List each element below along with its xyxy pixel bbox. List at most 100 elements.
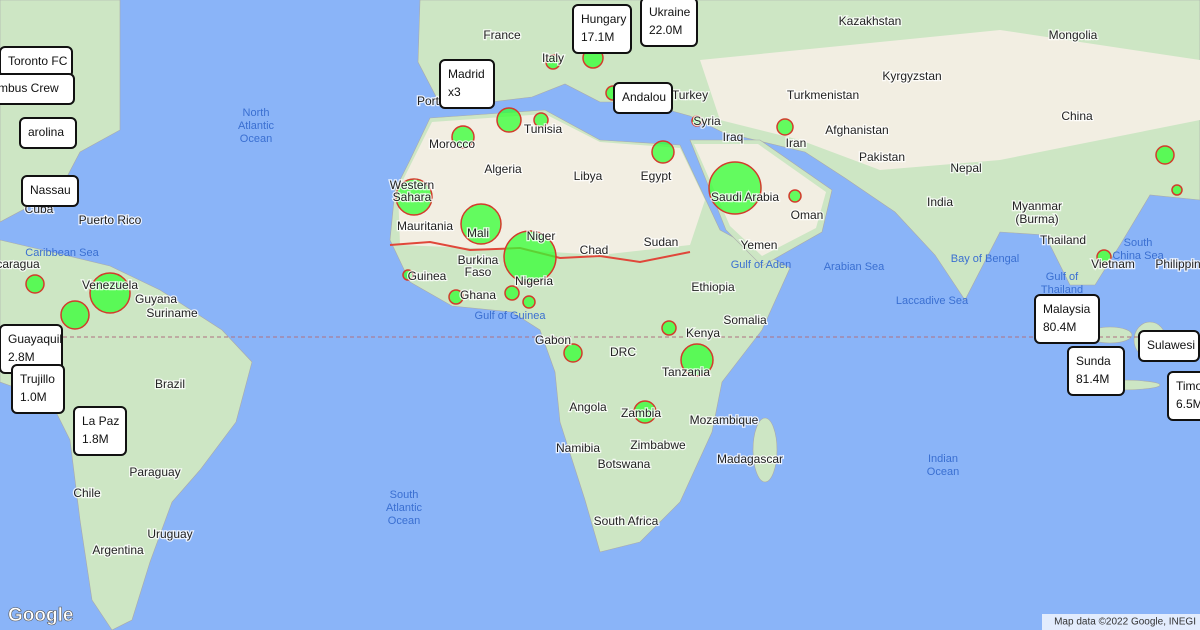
place-label: Mali — [467, 226, 489, 240]
marker[interactable] — [448, 289, 464, 305]
marker[interactable] — [496, 107, 522, 133]
popup-box — [1167, 371, 1200, 421]
water-label: Ocean — [240, 133, 272, 145]
marker[interactable] — [25, 274, 45, 294]
popup[interactable]: La Paz 1.8M — [73, 406, 127, 456]
marker[interactable] — [788, 189, 802, 203]
place-label: Angola — [569, 400, 607, 414]
popup[interactable]: Toronto FC — [0, 46, 73, 78]
popup-name: Toronto FC — [8, 54, 68, 68]
place-label: Somalia — [723, 313, 767, 327]
popup-value: 81.4M — [1076, 372, 1109, 386]
marker[interactable] — [451, 125, 475, 149]
popup-value: 17.1M — [581, 30, 614, 44]
marker[interactable] — [533, 112, 549, 128]
water-labels: NorthAtlanticOceanSouthAtlanticOceanIndi… — [25, 107, 1164, 527]
popup-value: 22.0M — [649, 23, 682, 37]
place-label: Oman — [791, 208, 824, 222]
place-label: Sahara — [393, 190, 432, 204]
place-label: Iran — [786, 136, 807, 150]
marker[interactable] — [651, 140, 675, 164]
popup[interactable]: Malaysia 80.4M — [1034, 294, 1100, 344]
place-label: Turkmenistan — [787, 88, 859, 102]
popup[interactable]: Madrid x3 — [439, 59, 495, 109]
water-label: Ocean — [927, 466, 959, 478]
popup[interactable]: Hungary 17.1M — [572, 4, 632, 54]
popup-value: 6.5M — [1176, 397, 1200, 411]
place-label: Afghanistan — [825, 123, 888, 137]
popup-name: Timo — [1176, 379, 1200, 393]
water-label: North — [243, 107, 270, 119]
marker[interactable] — [402, 269, 414, 281]
marker[interactable] — [522, 295, 536, 309]
place-label: Egypt — [641, 169, 672, 183]
popup-box — [73, 406, 127, 456]
marker[interactable] — [395, 178, 433, 216]
popup[interactable]: Nassau — [21, 175, 79, 207]
water-label: Gulf of — [1046, 271, 1079, 283]
popup-box — [21, 175, 79, 207]
place-label: Iraq — [723, 130, 744, 144]
place-label: Ghana — [460, 288, 496, 302]
place-label: (Burma) — [1015, 212, 1058, 226]
place-label: Chile — [73, 486, 101, 500]
popup-box — [640, 0, 698, 47]
place-label: Gabon — [535, 333, 571, 347]
water-label: Laccadive Sea — [896, 295, 969, 307]
popup-name: Nassau — [30, 183, 71, 197]
popup[interactable]: arolina — [19, 117, 77, 149]
place-label: Kyrgyzstan — [882, 69, 941, 83]
place-label: Yemen — [741, 238, 778, 252]
popup[interactable]: Guayaquil 2.8M — [0, 324, 63, 374]
attribution-bg — [1042, 614, 1200, 630]
popup[interactable]: Timo 6.5M — [1167, 371, 1200, 421]
water-label: Caribbean Sea — [25, 247, 99, 259]
water-label: Atlantic — [386, 502, 423, 514]
popup-name: Trujillo — [20, 372, 55, 386]
marker[interactable] — [776, 118, 794, 136]
marker[interactable] — [504, 285, 520, 301]
marker[interactable] — [661, 320, 677, 336]
marker[interactable] — [545, 54, 561, 70]
place-label: caragua — [0, 257, 40, 271]
place-label: Algeria — [484, 162, 522, 176]
marker[interactable] — [1171, 184, 1183, 196]
marker[interactable] — [708, 161, 762, 215]
marker[interactable] — [60, 300, 90, 330]
marker[interactable] — [680, 343, 714, 377]
place-label: Nepal — [950, 161, 981, 175]
popup[interactable]: mbus Crew — [0, 73, 75, 105]
popup-box — [613, 82, 673, 114]
marker[interactable] — [503, 230, 557, 284]
water-label: Arabian Sea — [824, 261, 885, 273]
popup[interactable]: Sulawesi — [1138, 330, 1200, 362]
marker[interactable] — [460, 203, 502, 245]
place-label: Zambia — [621, 406, 661, 420]
popup-box — [1067, 346, 1125, 396]
place-label: Mauritania — [397, 219, 453, 233]
place-label: France — [483, 28, 521, 42]
place-label: Namibia — [556, 441, 600, 455]
place-label: Nigeria — [515, 274, 553, 288]
place-label: Pakistan — [859, 150, 905, 164]
popup-name: Madrid — [448, 67, 485, 81]
popup[interactable]: Sunda 81.4M — [1067, 346, 1125, 396]
marker[interactable] — [1096, 249, 1112, 265]
place-label: Suriname — [146, 306, 198, 320]
popup[interactable]: Trujillo 1.0M — [11, 364, 65, 414]
marker[interactable] — [691, 115, 703, 127]
marker[interactable] — [1155, 145, 1175, 165]
popup-box — [19, 117, 77, 149]
popup-value: x3 — [448, 85, 461, 99]
place-label: Turkey — [672, 88, 708, 102]
marker[interactable] — [89, 272, 131, 314]
marker[interactable] — [563, 343, 583, 363]
marker[interactable] — [633, 400, 657, 424]
popup[interactable]: Andalou — [613, 82, 673, 114]
popup-value: 80.4M — [1043, 320, 1076, 334]
water-label: Ocean — [388, 515, 420, 527]
water-label: Thailand — [1041, 284, 1083, 296]
place-label: Saudi Arabia — [711, 190, 779, 204]
popup[interactable]: Ukraine 22.0M — [640, 0, 698, 47]
attribution: Map data ©2022 Google, INEGI — [1054, 617, 1196, 628]
